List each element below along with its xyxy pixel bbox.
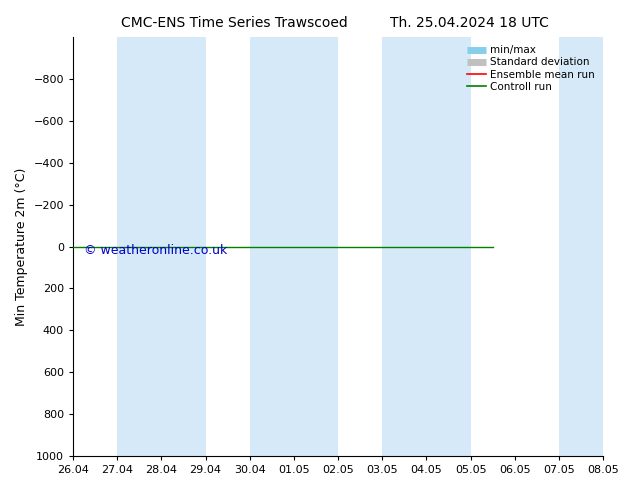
Y-axis label: Min Temperature 2m (°C): Min Temperature 2m (°C) [15,167,28,326]
Text: CMC-ENS Time Series Trawscoed: CMC-ENS Time Series Trawscoed [121,16,348,30]
Bar [250,37,338,456]
Bar [559,37,603,456]
Text: Th. 25.04.2024 18 UTC: Th. 25.04.2024 18 UTC [390,16,548,30]
Bar [382,37,470,456]
Bar [117,37,205,456]
Legend: min/max, Standard deviation, Ensemble mean run, Controll run: min/max, Standard deviation, Ensemble me… [464,42,598,95]
Text: © weatheronline.co.uk: © weatheronline.co.uk [84,244,227,257]
